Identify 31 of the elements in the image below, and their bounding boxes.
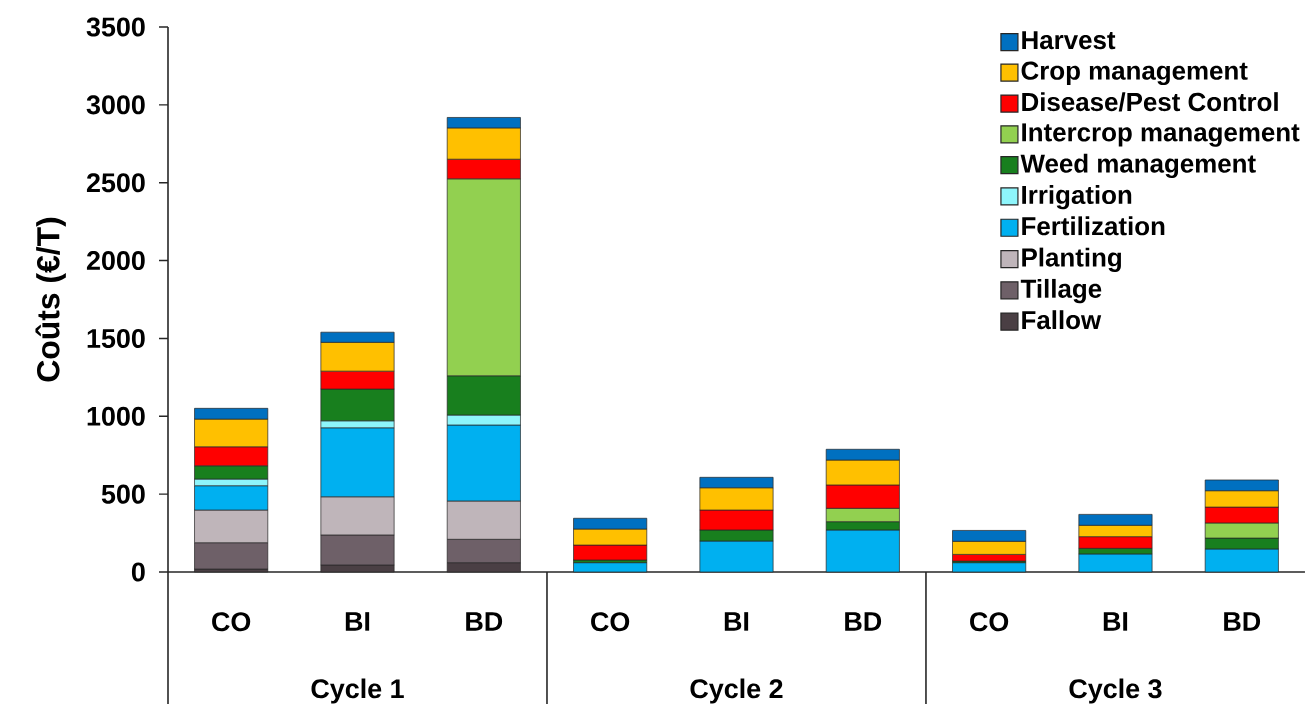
legend-label: Planting [1022, 247, 1121, 272]
legend-label: Disease/Pest Control [1022, 92, 1278, 112]
x-tick-label: BD [1224, 612, 1261, 631]
text: Cycle 1 [311, 678, 404, 704]
y-tick-label: 1500 [87, 328, 145, 348]
y-tick-label: 3500 [86, 17, 145, 37]
x-tick-label: CO [212, 612, 251, 632]
x-tick-label: BI [345, 612, 370, 631]
x-tick-label: BI [1103, 612, 1128, 631]
y-tick-label: 0 [131, 562, 145, 582]
legend-label: Intercrop management [1022, 123, 1300, 147]
legend-label: Harvest [1022, 31, 1116, 50]
x-tick-label: BD [845, 612, 882, 631]
legend-label: Tillage [1020, 278, 1102, 304]
text: Cycle 3 [1069, 678, 1162, 704]
legend-label: Fertilization [1022, 216, 1165, 236]
legend-label: Fallow [1022, 310, 1102, 330]
x-tick-label: BI [724, 612, 749, 631]
x-tick-label: CO [970, 612, 1009, 632]
text: Cycle 2 [690, 678, 783, 704]
y-tick-label: 2000 [86, 251, 145, 271]
y-tick-label: 2500 [86, 173, 145, 193]
x-tick-label: CO [591, 612, 630, 632]
legend-label: Crop management [1021, 61, 1248, 86]
y-tick-label: 3000 [86, 95, 145, 115]
y-axis-title: Coûts (€/T) [35, 217, 66, 382]
legend-label: Weed management [1020, 153, 1256, 179]
legend-label: Irrigation [1022, 185, 1132, 210]
y-tick-label: 1000 [87, 406, 145, 426]
y-tick-label: 500 [101, 484, 145, 504]
x-tick-label: BD [466, 612, 503, 631]
